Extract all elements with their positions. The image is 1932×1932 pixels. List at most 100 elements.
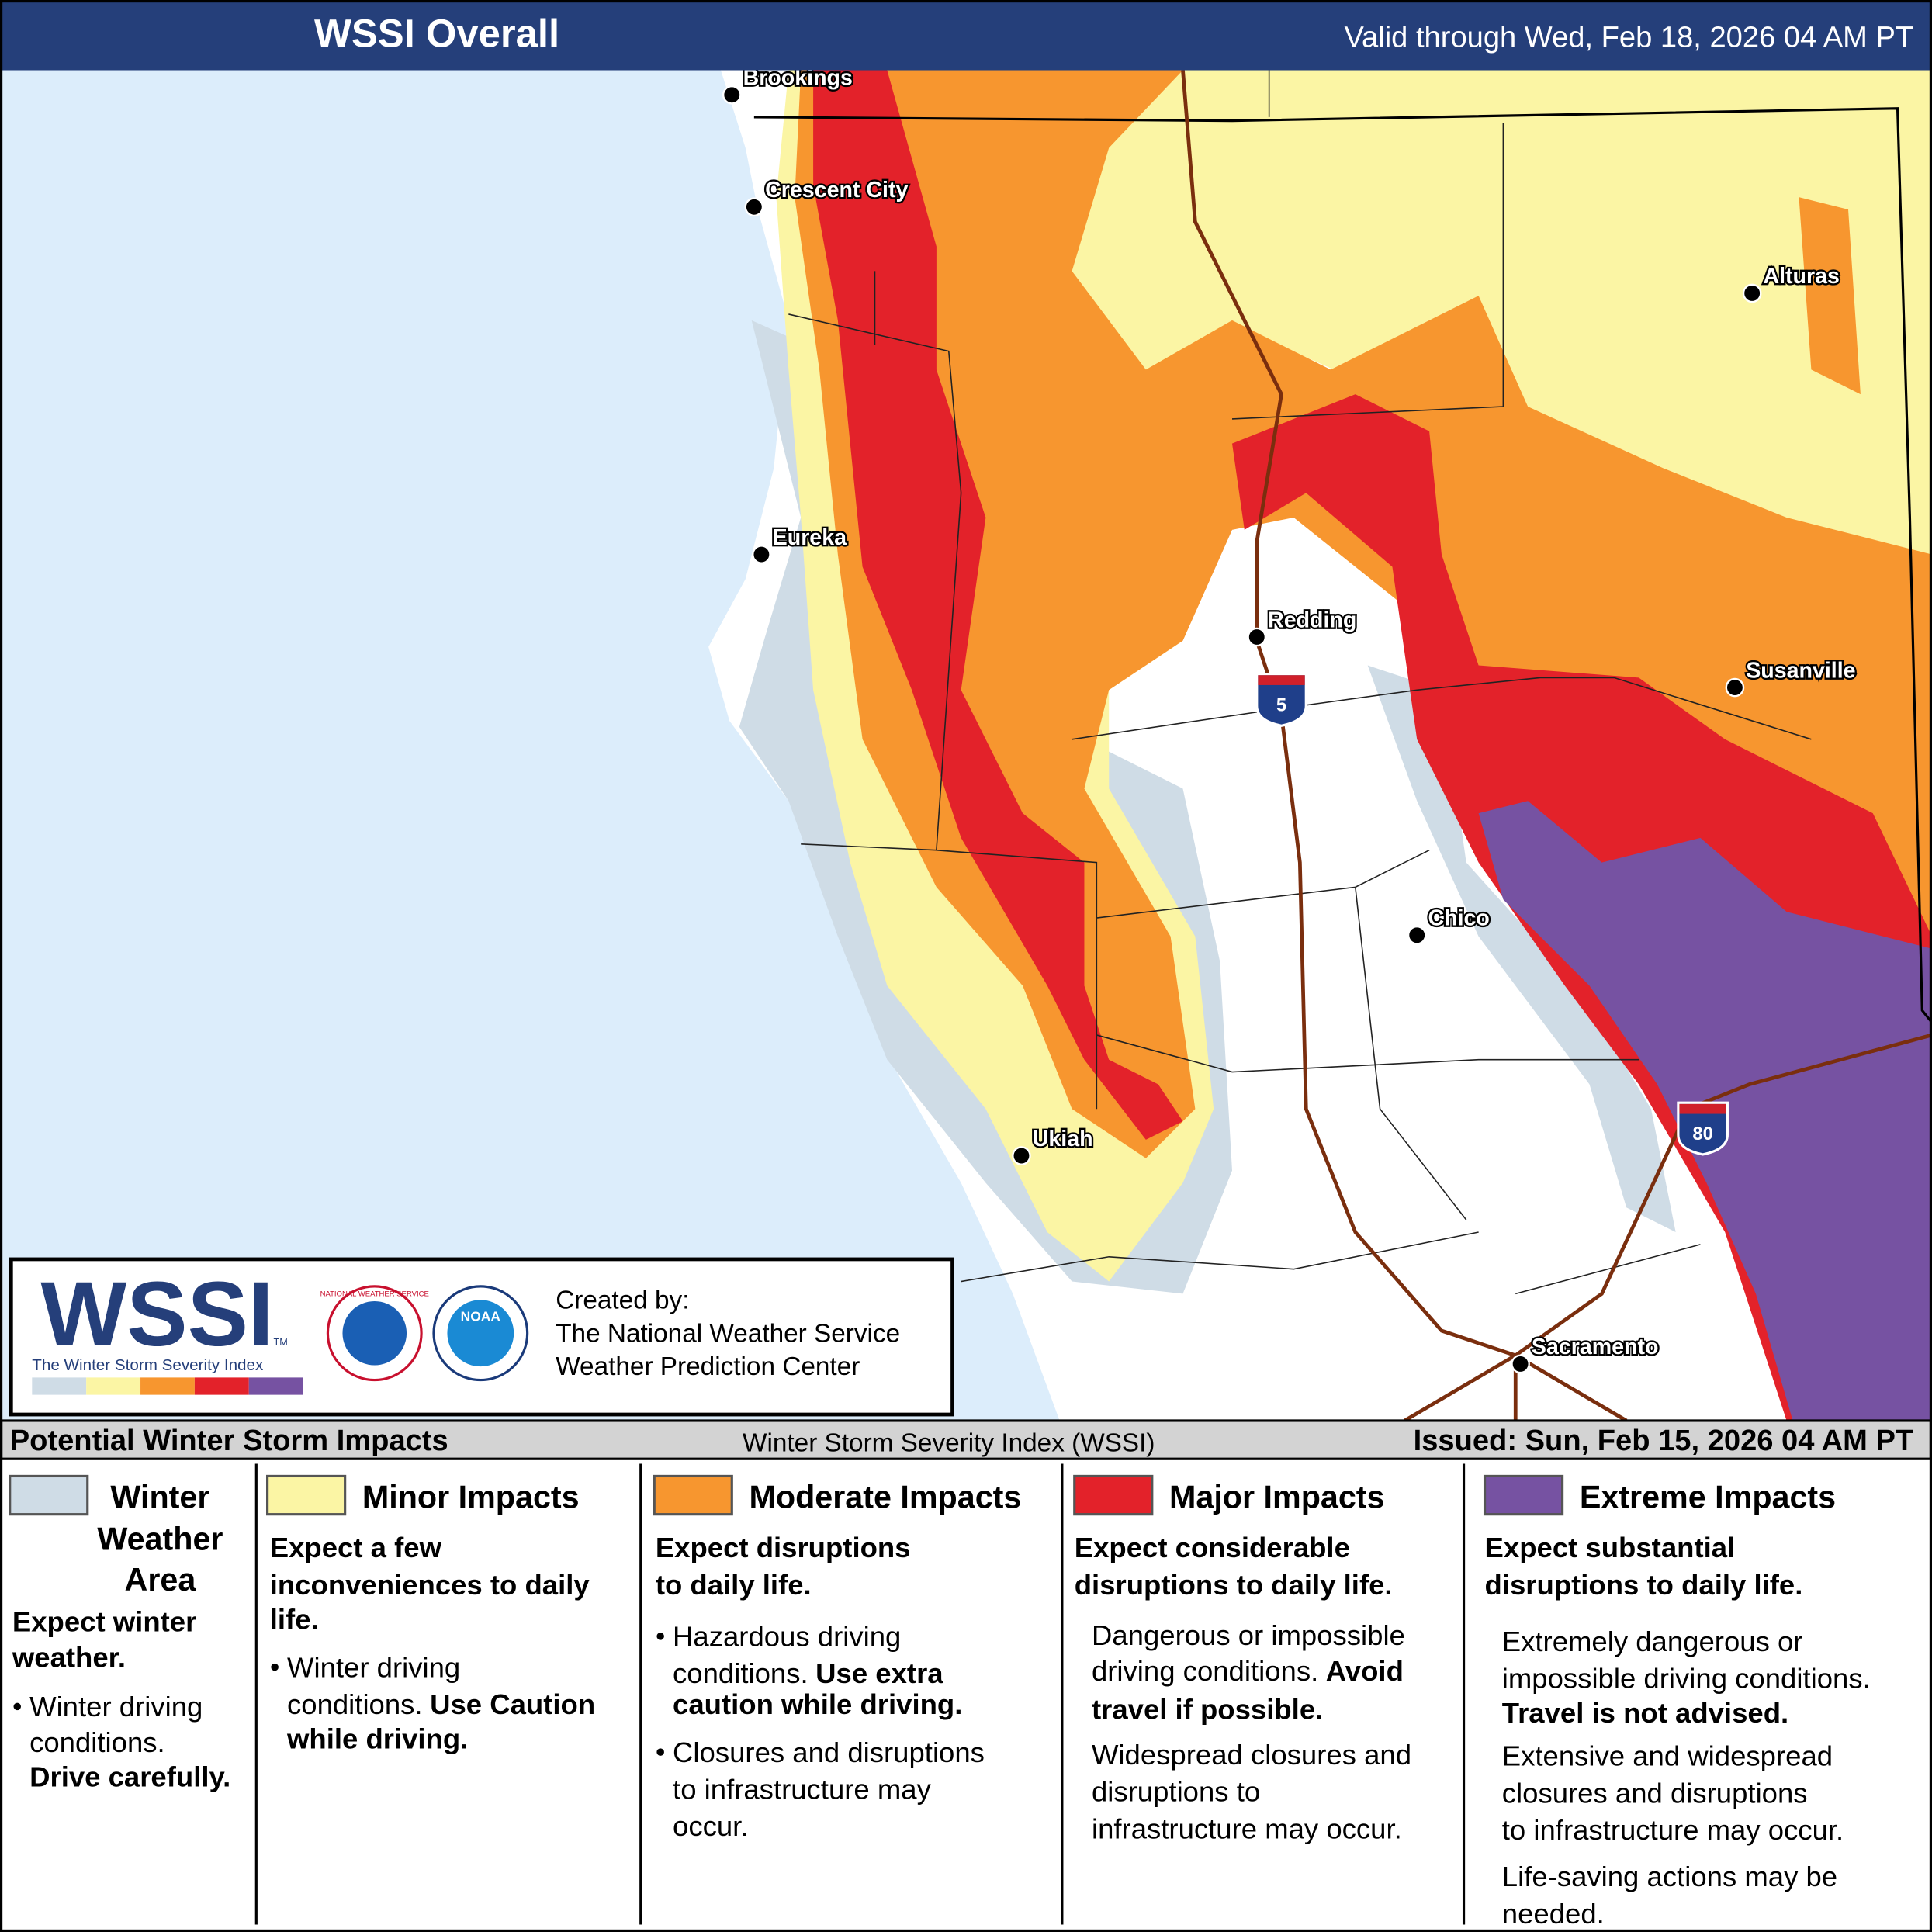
credit-line: Created by: [556, 1286, 689, 1314]
category-headline: disruptions to daily life. [1485, 1569, 1803, 1601]
legend: Winter Weather Area Expect winter weather. Wi… [9, 1463, 1871, 1930]
category-headline: weather. [12, 1642, 126, 1674]
description-emphasis: travel if possible. [1092, 1693, 1323, 1725]
description-line: Travel is not advised. [1502, 1697, 1788, 1729]
category-headline: Expect substantial [1485, 1532, 1736, 1563]
bullet [656, 1748, 664, 1756]
strip-segment [86, 1377, 141, 1395]
noaa-logo-center [447, 1300, 514, 1367]
legend-index: Winter Storm Severity Index (WSSI) [743, 1429, 1155, 1458]
description-text: needed. [1502, 1898, 1605, 1930]
description-line: to infrastructure may occur. [1502, 1814, 1844, 1846]
description-line: conditions. Use Caution [287, 1688, 595, 1720]
city-name: Crescent City [765, 178, 908, 203]
description-text: Extremely dangerous or [1502, 1626, 1803, 1657]
county-lines [788, 70, 1812, 1295]
description-emphasis: Avoid [1326, 1655, 1404, 1687]
map-title: WSSI Overall [314, 11, 559, 55]
city-dot [1247, 627, 1267, 647]
description-emphasis: Use Caution [430, 1688, 595, 1720]
description-text: closures and disruptions [1502, 1777, 1808, 1809]
city-dot [1511, 1354, 1530, 1374]
description-line: Widespread closures and [1092, 1739, 1411, 1771]
description-line: Winter driving [29, 1691, 203, 1723]
issued-time: Issued: Sun, Feb 15, 2026 04 AM PT [1414, 1425, 1914, 1457]
description-line: to infrastructure may [673, 1773, 932, 1805]
description-text: Widespread closures and [1092, 1739, 1411, 1771]
description-text: Closures and disruptions [673, 1736, 985, 1768]
description-text: infrastructure may occur. [1092, 1813, 1402, 1844]
noaa-text: NOAA [461, 1308, 501, 1324]
description-text: Winter driving [29, 1691, 203, 1723]
bullet [271, 1663, 279, 1671]
description-text: Hazardous driving [673, 1621, 901, 1653]
city-dot [744, 197, 764, 217]
description-text: occur. [673, 1810, 748, 1842]
description-text: Extensive and widespread [1502, 1740, 1833, 1772]
city-dot [722, 85, 742, 105]
description-line: conditions. [29, 1726, 165, 1758]
description-emphasis: Use extra [815, 1657, 943, 1689]
major-area [813, 70, 1932, 1421]
bullet [656, 1633, 664, 1640]
city-dot [1742, 283, 1762, 303]
color-strip [32, 1377, 303, 1395]
description-text: to infrastructure may [673, 1773, 932, 1805]
city-name: Redding [1268, 608, 1356, 632]
description-line: Drive carefully. [29, 1761, 230, 1793]
description-text: conditions. [287, 1688, 423, 1720]
category-headline: life. [270, 1603, 319, 1635]
description-text: impossible driving conditions. [1502, 1663, 1871, 1695]
category-headline: disruptions to daily life. [1075, 1569, 1393, 1601]
city-dot [752, 545, 771, 564]
city-name: Chico [1428, 906, 1490, 931]
city-name: Susanville [1746, 658, 1855, 683]
description-text: driving conditions. [1092, 1655, 1318, 1687]
strip-segment [248, 1377, 303, 1395]
legend-title: Potential Winter Storm Impacts [10, 1425, 448, 1457]
description-line: driving conditions. Avoid [1092, 1655, 1404, 1687]
strip-segment [194, 1377, 249, 1395]
city-dot [1725, 677, 1745, 698]
category-headline: inconveniences to daily [270, 1569, 590, 1601]
category-name: Winter [110, 1480, 209, 1515]
credit-line: Weather Prediction Center [556, 1352, 860, 1381]
category-name: Moderate Impacts [750, 1480, 1022, 1515]
description-line: Closures and disruptions [673, 1736, 985, 1768]
category-name: Area [125, 1562, 197, 1598]
description-line: Hazardous driving [673, 1621, 901, 1653]
highway-shields: 5 80 [1255, 673, 1729, 1156]
legend-swatch [1483, 1474, 1564, 1516]
description-line: impossible driving conditions. [1502, 1663, 1871, 1695]
description-line: disruptions to [1092, 1776, 1260, 1808]
description-line: Extremely dangerous or [1502, 1626, 1803, 1657]
category-headline: Expect considerable [1075, 1532, 1350, 1563]
strip-segment [32, 1377, 87, 1395]
description-text: Winter driving [287, 1651, 460, 1683]
description-line: occur. [673, 1810, 748, 1842]
category-name: Minor Impacts [362, 1480, 580, 1515]
strip-segment [140, 1377, 195, 1395]
description-line: Dangerous or impossible [1092, 1619, 1405, 1651]
shield-number: 80 [1692, 1124, 1713, 1144]
description-line: conditions. Use extra [673, 1657, 943, 1689]
city-name: Ukiah [1033, 1127, 1093, 1151]
nws-text: NATIONAL WEATHER SERVICE [320, 1290, 429, 1299]
logo-box: WSSI TM The Winter Storm Severity Index … [9, 1257, 954, 1417]
description-line: needed. [1502, 1898, 1605, 1930]
legend-swatch [266, 1474, 347, 1516]
description-line: while driving. [286, 1723, 468, 1754]
description-emphasis: while driving. [286, 1723, 468, 1754]
description-text: to infrastructure may occur. [1502, 1814, 1844, 1846]
legend-swatch [653, 1474, 733, 1516]
description-line: travel if possible. [1092, 1693, 1323, 1725]
description-line: caution while driving. [673, 1688, 962, 1720]
description-line: closures and disruptions [1502, 1777, 1808, 1809]
description-text: disruptions to [1092, 1776, 1260, 1808]
category-name: Extreme Impacts [1580, 1480, 1836, 1515]
nws-logo-center [342, 1300, 407, 1366]
city-name: Eureka [773, 525, 847, 550]
legend-swatch [1073, 1474, 1154, 1516]
